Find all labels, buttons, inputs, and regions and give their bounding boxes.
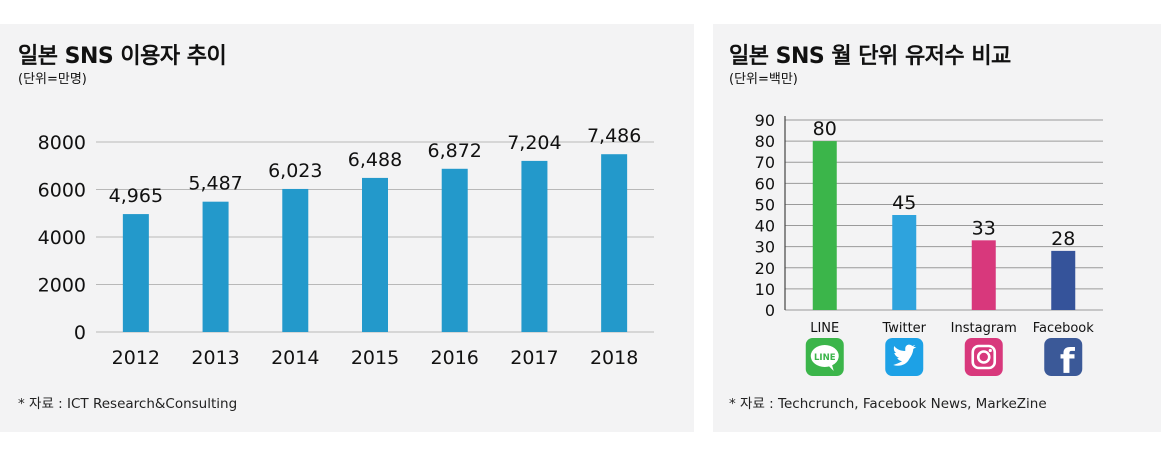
line-icon: LINE xyxy=(805,338,844,376)
chart1-x-tick: 2018 xyxy=(590,347,638,369)
chart1-source: * 자료 : ICT Research&Consulting xyxy=(18,396,238,412)
chart1-y-tick: 4000 xyxy=(38,227,86,249)
chart1-title: 일본 SNS 이용자 추이 xyxy=(18,44,227,69)
chart2-x-tick: Twitter xyxy=(881,321,926,336)
chart2-value-label: 33 xyxy=(972,217,996,239)
chart2-bar xyxy=(971,240,996,310)
chart2-y-tick: 50 xyxy=(755,195,775,214)
chart1-x-tick: 2013 xyxy=(191,347,239,369)
chart1-svg: 0 2000 4000 6000 8000 4,965 2012 5,487 2013 6,023… xyxy=(38,125,654,369)
chart2-y-tick: 60 xyxy=(755,174,775,193)
chart1-x-tick: 2017 xyxy=(510,347,558,369)
chart1-x-tick: 2012 xyxy=(112,347,160,369)
chart1-value-label: 6,023 xyxy=(268,160,322,182)
chart2-y-tick: 80 xyxy=(755,132,775,151)
chart1-y-tick: 2000 xyxy=(38,275,86,297)
chart2-y-tick: 10 xyxy=(755,280,775,299)
chart2-y-tick: 30 xyxy=(755,238,775,257)
sns-monthly-users-panel: 일본 SNS 월 단위 유저수 비교 (단위=백만) 0 10 20 30 40 50 60… xyxy=(713,24,1161,432)
chart2-x-tick: Instagram xyxy=(951,321,1017,336)
instagram-lens xyxy=(976,350,991,364)
twitter-icon xyxy=(885,338,924,376)
chart2-y-tick: 40 xyxy=(755,217,775,236)
chart1-value-label: 6,872 xyxy=(428,140,482,162)
chart1-value-label: 7,486 xyxy=(587,125,641,147)
chart2-bar xyxy=(1051,250,1076,310)
chart1-x-tick: 2015 xyxy=(351,347,399,369)
chart1-y-tick: 6000 xyxy=(38,180,86,202)
line-bubble-tail xyxy=(827,364,834,371)
chart1-x-tick: 2016 xyxy=(431,347,479,369)
chart2-y-tick: 0 xyxy=(765,301,775,320)
chart2-unit: (단위=백만) xyxy=(729,72,798,87)
instagram-icon-bg xyxy=(964,338,1003,376)
facebook-icon-letter: f xyxy=(1060,342,1076,382)
chart1-value-label: 6,488 xyxy=(348,149,402,171)
chart1-bar xyxy=(362,177,388,332)
chart2-value-label: 45 xyxy=(892,192,916,214)
chart2-value-label: 28 xyxy=(1051,228,1075,250)
chart2-x-tick: Facebook xyxy=(1033,321,1095,336)
chart1-value-label: 4,965 xyxy=(109,185,163,207)
chart1-bar xyxy=(601,154,628,332)
chart2-value-label: 80 xyxy=(813,118,837,140)
chart1-bar xyxy=(122,214,149,332)
instagram-icon xyxy=(964,338,1003,376)
chart1-value-label: 5,487 xyxy=(188,173,242,195)
chart2-y-tick: 70 xyxy=(755,153,775,172)
chart1-bar xyxy=(282,188,309,332)
instagram-dot xyxy=(988,348,992,353)
chart1-bar xyxy=(202,201,229,332)
chart2-x-tick: LINE xyxy=(810,321,839,336)
chart1-y-tick: 8000 xyxy=(38,132,86,154)
chart2-y-tick: 20 xyxy=(755,259,775,278)
instagram-frame xyxy=(971,344,997,370)
facebook-icon: f xyxy=(1044,338,1083,382)
line-bubble xyxy=(810,345,839,367)
line-icon-text: LINE xyxy=(814,353,836,363)
facebook-icon-bg xyxy=(1044,338,1083,376)
chart2-bar xyxy=(892,215,917,310)
twitter-bird xyxy=(893,344,917,366)
chart2-svg: 0 10 20 30 40 50 60 70 80 90 80 LINE LINE 45 Twitter 33… xyxy=(755,111,1103,382)
chart1-unit: (단위=만명) xyxy=(18,72,87,87)
chart1-y-tick: 0 xyxy=(74,322,86,344)
chart2-title: 일본 SNS 월 단위 유저수 비교 xyxy=(729,44,1011,69)
chart1-bar xyxy=(521,160,548,332)
chart1-value-label: 7,204 xyxy=(507,132,561,154)
chart2-source: * 자료 : Techcrunch, Facebook News, MarkeZ… xyxy=(729,396,1047,412)
chart2-bar xyxy=(812,141,837,310)
chart2-y-tick: 90 xyxy=(755,111,775,130)
chart1-x-tick: 2014 xyxy=(271,347,319,369)
chart1-bar xyxy=(441,168,468,332)
sns-users-trend-panel: 일본 SNS 이용자 추이 (단위=만명) 0 2000 4000 6000 8000 4… xyxy=(0,24,694,432)
